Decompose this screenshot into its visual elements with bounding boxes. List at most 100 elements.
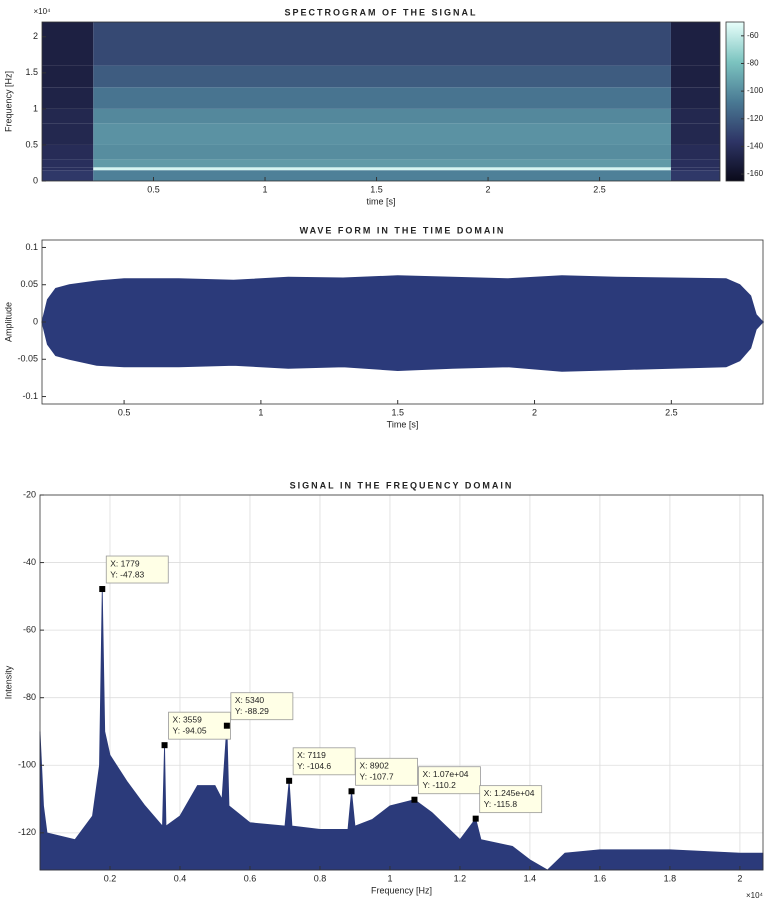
x-tick-label: 2.5 [665,407,678,417]
y-tick-label: -0.1 [22,391,38,401]
x-tick-label: 1 [263,184,268,194]
datatip-x: X: 1779 [110,558,140,568]
y-tick-label: -20 [23,489,36,499]
x-tick-label: 2 [532,407,537,417]
heat-cell [93,123,671,145]
heat-cell [671,159,720,167]
y-exponent: ×10⁴ [33,7,51,16]
x-tick-label: 2 [486,184,491,194]
y-tick-label: -40 [23,557,36,567]
heat-cell [671,145,720,159]
x-tick-label: 0.5 [118,407,131,417]
datatip-x: X: 1.245e+04 [484,788,535,798]
datatip-marker [162,742,168,748]
datatip-y: Y: -104.6 [297,761,331,771]
heat-cell [42,87,93,109]
x-tick-label: 1.6 [594,873,607,883]
heat-cell [42,159,93,167]
datatip-x: X: 5340 [235,695,265,705]
figure: -60-80-100-120-140-1600.511.522.500.511.… [0,0,767,903]
datatip-y: Y: -94.05 [173,725,207,735]
y-tick-label: 0.5 [25,139,38,149]
x-tick-label: 1 [387,873,392,883]
datatip-y: Y: -107.7 [360,772,394,782]
datatip-x: X: 1.07e+04 [422,769,468,779]
y-tick-label: 0.05 [20,279,38,289]
x-tick-label: 1.5 [391,407,404,417]
heat-cell [671,87,720,109]
heat-cell [671,109,720,123]
heat-cell [42,109,93,123]
x-tick-label: 0.6 [244,873,257,883]
datatip-y: Y: -115.8 [484,799,518,809]
y-tick-label: 0 [33,175,38,185]
y-tick-label: 1 [33,103,38,113]
y-tick-label: 1.5 [25,67,38,77]
datatip-marker [286,778,292,784]
y-tick-label: -80 [23,692,36,702]
datatip-marker [99,586,105,592]
x-exponent: ×10⁴ [746,891,764,900]
x-tick-label: 0.8 [314,873,327,883]
heat-cell [93,167,671,170]
y-tick-label: -120 [18,827,36,837]
heat-cell [671,123,720,145]
heat-cell [42,123,93,145]
x-axis-label: Frequency [Hz] [371,885,432,895]
x-axis-label: time [s] [366,196,395,206]
heat-cell [42,22,93,66]
x-tick-label: 1.8 [664,873,677,883]
heat-cell [93,66,671,88]
x-tick-label: 1.5 [370,184,383,194]
chart-title: SIGNAL IN THE FREQUENCY DOMAIN [290,480,514,490]
heat-cell [42,170,93,181]
datatip-marker [411,797,417,803]
y-tick-label: 0 [33,316,38,326]
datatip-marker [349,788,355,794]
heat-cell [671,170,720,181]
datatip-x: X: 3559 [173,714,203,724]
x-tick-label: 0.2 [104,873,117,883]
x-tick-label: 1.2 [454,873,467,883]
colorbar [726,22,744,181]
y-tick-label: 0.1 [25,242,38,252]
datatip-y: Y: -88.29 [235,706,269,716]
heat-cell [42,145,93,159]
x-tick-label: 2 [737,873,742,883]
heat-cell [93,145,671,159]
heat-cell [93,170,671,181]
heat-cell [42,167,93,170]
y-tick-label: -60 [23,625,36,635]
datatip-marker [224,723,230,729]
heat-cell [93,22,671,66]
datatip-x: X: 7119 [297,750,326,760]
waveform-upper [42,276,763,322]
x-tick-label: 2.5 [593,184,606,194]
colorbar-tick-label: -80 [747,59,759,68]
x-tick-label: 0.5 [147,184,160,194]
heat-cell [93,87,671,109]
heat-cell [671,66,720,88]
heat-cell [671,167,720,170]
chart-title: SPECTROGRAM OF THE SIGNAL [284,7,477,17]
heat-cell [93,109,671,123]
datatip-marker [473,816,479,822]
y-tick-label: -100 [18,760,36,770]
colorbar-tick-label: -120 [747,114,764,123]
chart-title: WAVE FORM IN THE TIME DOMAIN [300,225,506,235]
colorbar-tick-label: -60 [747,31,759,40]
waveform-lower [42,322,763,371]
datatip-y: Y: -110.2 [422,780,456,790]
heat-cell [671,22,720,66]
y-axis-label: Frequency [Hz] [3,71,13,132]
x-axis-label: Time [s] [387,419,419,429]
colorbar-tick-label: -100 [747,86,764,95]
heat-cell [42,66,93,88]
y-axis-label: Amplitude [3,302,13,342]
x-tick-label: 1 [258,407,263,417]
colorbar-tick-label: -140 [747,142,764,151]
y-tick-label: -0.05 [17,354,38,364]
heat-cell [93,159,671,167]
y-tick-label: 2 [33,31,38,41]
datatip-y: Y: -47.83 [110,569,144,579]
